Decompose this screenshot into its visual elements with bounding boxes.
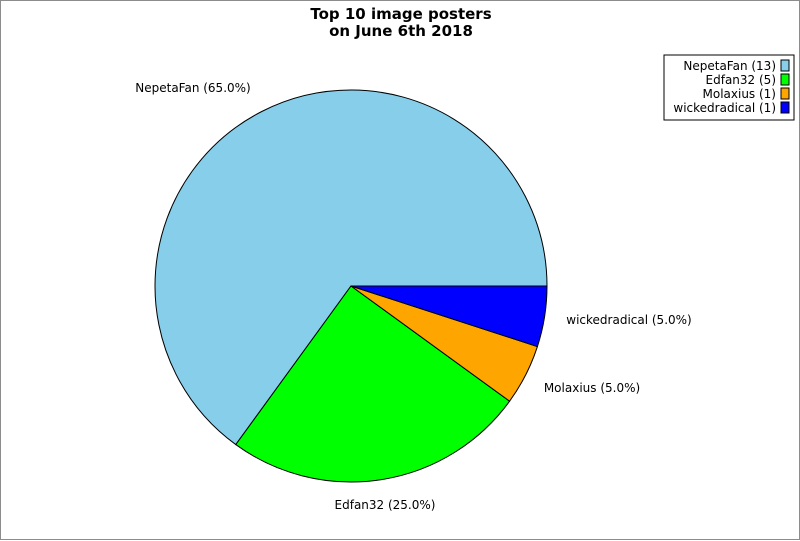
pie-slices	[154, 89, 548, 483]
legend-swatch-edfan32	[780, 73, 790, 86]
legend-swatch-molaxius	[780, 87, 790, 100]
pie-slice-nepetafan	[154, 89, 548, 446]
legend-box	[663, 54, 795, 121]
legend-swatch-nepetafan	[780, 59, 790, 72]
slice-label-nepetafan: NepetaFan (65.0%)	[135, 81, 250, 95]
legend-label-nepetafan: NepetaFan (13)	[683, 59, 776, 73]
slice-label-edfan32: Edfan32 (25.0%)	[335, 498, 436, 512]
legend-label-edfan32: Edfan32 (5)	[706, 73, 776, 87]
slice-label-molaxius: Molaxius (5.0%)	[544, 381, 640, 395]
slice-label-wickedradical: wickedradical (5.0%)	[566, 313, 691, 327]
legend-label-molaxius: Molaxius (1)	[703, 87, 777, 101]
pie-slice-edfan32	[235, 285, 511, 483]
pie-slice-wickedradical	[350, 285, 548, 348]
chart-title-line-2: on June 6th 2018	[329, 22, 473, 40]
chart-title-line-1: Top 10 image posters	[310, 5, 491, 23]
pie-slice-labels: NepetaFan (65.0%) Edfan32 (25.0%) Molaxius…	[135, 81, 691, 512]
legend-label-wickedradical: wickedradical (1)	[673, 101, 776, 115]
legend: NepetaFan (13)Edfan32 (5)Molaxius (1)wic…	[663, 54, 795, 121]
legend-swatch-wickedradical	[780, 101, 790, 114]
